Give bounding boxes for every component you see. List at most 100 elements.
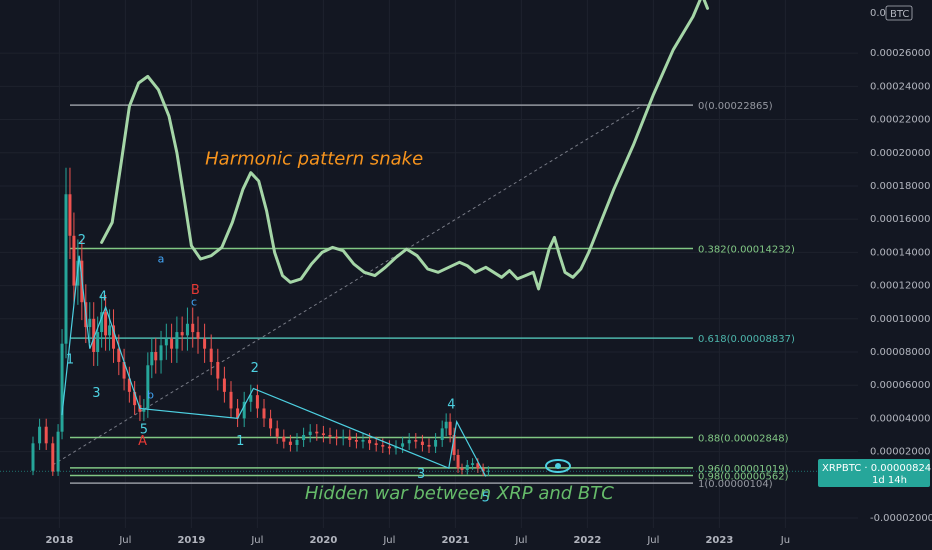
wave-label: 2 bbox=[78, 233, 86, 248]
price-candles bbox=[0, 167, 858, 476]
candle-body bbox=[444, 421, 448, 429]
elliott-wave-path[interactable] bbox=[61, 255, 487, 477]
last-price-tag: XRPBTC · 0.00000824 1d 14h bbox=[818, 459, 931, 487]
eye-icon[interactable] bbox=[545, 459, 571, 473]
candle-body bbox=[242, 401, 246, 419]
fib-label-0.618: 0.618(0.00008837) bbox=[698, 334, 795, 345]
currency-label: 0.0 BTC bbox=[870, 5, 913, 21]
y-tick-label: 0.00002000 bbox=[870, 447, 930, 458]
candle-body bbox=[476, 463, 480, 469]
x-tick-label: 2018 bbox=[45, 535, 73, 546]
diagonal-trendline[interactable] bbox=[52, 104, 644, 466]
candle-body bbox=[387, 446, 391, 449]
candle-body bbox=[282, 436, 286, 442]
y-tick-label: -0.00002000 bbox=[870, 513, 932, 524]
candle-body bbox=[222, 378, 226, 392]
candle-body bbox=[64, 194, 68, 344]
x-tick-label: 2022 bbox=[573, 535, 601, 546]
candle-body bbox=[127, 378, 131, 392]
price-axis-background bbox=[860, 0, 932, 550]
time-axis[interactable]: 2018 Jul 2019 Jul 2020 Jul 2021 Jul 2022 Jul 2023 J… bbox=[45, 535, 790, 546]
candle-body bbox=[374, 443, 378, 445]
candle-body bbox=[88, 318, 92, 328]
y-tick-label: 0.00012000 bbox=[870, 281, 930, 292]
y-tick-label: 0.00018000 bbox=[870, 181, 930, 192]
candle-body bbox=[56, 431, 60, 472]
wave-label: c bbox=[191, 296, 197, 309]
candle-body bbox=[448, 421, 452, 436]
wave-label: 2 bbox=[251, 361, 259, 376]
candle-body bbox=[175, 332, 179, 349]
y-tick-label: 0.00004000 bbox=[870, 413, 930, 424]
candle-body bbox=[452, 435, 456, 455]
fibonacci-levels[interactable]: 0(0.00022865) 0.382(0.00014232) 0.618(0.00… bbox=[70, 101, 795, 490]
wave-label: 5 bbox=[140, 422, 148, 437]
candle-body bbox=[185, 323, 189, 336]
wave-label: 1 bbox=[236, 434, 244, 449]
fib-label-1: 1(0.00000104) bbox=[698, 479, 773, 490]
wave-label: 4 bbox=[447, 397, 455, 412]
candle-body bbox=[481, 468, 485, 472]
candle-body bbox=[381, 444, 385, 447]
candle-body bbox=[154, 352, 158, 361]
candle-body bbox=[108, 325, 112, 336]
wave-label: 3 bbox=[92, 386, 100, 401]
fib-label-0: 0(0.00022865) bbox=[698, 101, 773, 112]
x-tick-label: Jul bbox=[118, 535, 131, 546]
wave-label: a bbox=[158, 252, 165, 265]
candle-body bbox=[117, 348, 121, 362]
harmonic-snake-path[interactable] bbox=[100, 0, 709, 291]
candle-body bbox=[112, 325, 116, 349]
candle-body bbox=[471, 463, 475, 465]
y-tick-label: 0.00010000 bbox=[870, 314, 930, 325]
candle-body bbox=[38, 426, 42, 444]
x-tick-label: 2020 bbox=[309, 535, 337, 546]
y-tick-label: 0.00008000 bbox=[870, 347, 930, 358]
candle-body bbox=[427, 444, 431, 447]
wave-label: 4 bbox=[99, 290, 107, 305]
candle-body bbox=[275, 428, 279, 437]
annotations: Harmonic pattern snake Hidden war between… bbox=[205, 148, 614, 504]
candle-body bbox=[170, 338, 174, 349]
candle-body bbox=[354, 440, 358, 442]
wave-label: 3 bbox=[417, 467, 425, 482]
candle-body bbox=[159, 345, 163, 361]
y-tick-label: 0.00020000 bbox=[870, 148, 930, 159]
candle-body bbox=[216, 361, 220, 379]
candle-body bbox=[72, 235, 76, 286]
candle-body bbox=[456, 454, 460, 469]
fib-label-0.382: 0.382(0.00014232) bbox=[698, 245, 795, 256]
candle-body bbox=[321, 433, 325, 436]
price-axis[interactable]: 0.00026000 0.00024000 0.00022000 0.00020000… bbox=[870, 48, 932, 524]
wave-label: 1 bbox=[66, 353, 74, 368]
candle-body bbox=[104, 312, 108, 336]
fib-label-0.96: 0.96(0.00001019) bbox=[698, 464, 789, 475]
top-price-label: 0.0 bbox=[870, 8, 886, 19]
candle-body bbox=[434, 440, 438, 447]
fib-label-0.88: 0.88(0.00002848) bbox=[698, 434, 789, 445]
candle-body bbox=[196, 332, 200, 339]
candle-body bbox=[31, 443, 35, 471]
candle-body bbox=[486, 470, 490, 472]
candle-body bbox=[180, 332, 184, 336]
candle-body bbox=[100, 312, 104, 333]
annotation-text: Hidden war between XRP and BTC bbox=[305, 483, 614, 504]
candle-body bbox=[465, 464, 469, 470]
x-tick-label: Jul bbox=[382, 535, 395, 546]
wave-label: b bbox=[147, 388, 154, 401]
candle-body bbox=[133, 391, 137, 406]
y-tick-label: 0.00016000 bbox=[870, 214, 930, 225]
candle-body bbox=[368, 440, 372, 444]
candle-body bbox=[191, 323, 195, 333]
candle-body bbox=[142, 408, 146, 412]
candle-body bbox=[164, 338, 168, 346]
candle-body bbox=[341, 436, 345, 439]
x-tick-label: 2023 bbox=[705, 535, 733, 546]
x-tick-label: Jul bbox=[250, 535, 263, 546]
candle-body bbox=[269, 418, 273, 429]
wave-label: B bbox=[191, 283, 200, 298]
x-tick-label: 2021 bbox=[441, 535, 469, 546]
y-tick-label: 0.00022000 bbox=[870, 115, 930, 126]
